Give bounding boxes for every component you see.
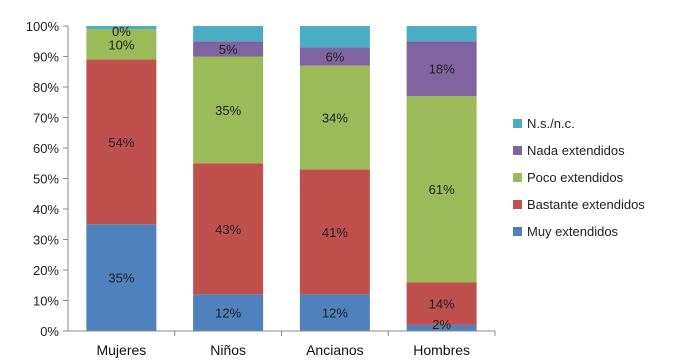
bar-segment-hombres-4 <box>406 26 477 42</box>
bar-segment-mujeres-2 <box>86 29 157 60</box>
bar-segment-hombres-0 <box>406 324 477 331</box>
bar-segment-hombres-3 <box>406 41 477 97</box>
x-category-label: Ancianos <box>306 342 364 358</box>
x-category-label: Mujeres <box>96 342 146 358</box>
legend-label: Bastante extendidos <box>527 197 645 212</box>
data-label: 35% <box>108 271 134 286</box>
bar-segment-ancianos-4 <box>299 26 370 48</box>
data-label: 12% <box>322 306 348 321</box>
data-label: 54% <box>108 135 134 150</box>
y-tick-label: 50% <box>33 172 59 187</box>
data-labels: 35% 54% 10%0% 12% 43% 35% 5% 12% 41% 34% 6% 2% 14% 61… <box>108 24 455 332</box>
data-label: 34% <box>322 111 348 126</box>
y-tick-label: 80% <box>33 80 59 95</box>
legend-label: Nada extendidos <box>527 143 625 158</box>
data-label: 43% <box>215 222 241 237</box>
y-tick-label: 40% <box>33 202 59 217</box>
bar-segment-mujeres-0 <box>86 224 157 331</box>
data-label: 61% <box>429 182 455 197</box>
data-label: 0% <box>112 24 131 39</box>
legend-swatch <box>513 119 522 128</box>
bar-segment-nios-0 <box>193 294 264 331</box>
legend-swatch <box>513 227 522 236</box>
bar-segment-nios-1 <box>193 163 264 295</box>
bar-segment-hombres-1 <box>406 282 477 325</box>
legend: N.s./n.c. Nada extendidos Poco extendidos B… <box>513 116 645 239</box>
bar-segment-hombres-2 <box>406 96 477 283</box>
x-category-label: Niños <box>210 342 246 358</box>
legend-swatch <box>513 173 522 182</box>
y-tick-label: 60% <box>33 141 59 156</box>
data-label: 41% <box>322 225 348 240</box>
x-category-label: Hombres <box>413 342 470 358</box>
y-tick-label: 90% <box>33 50 59 65</box>
x-axis: Mujeres Niños Ancianos Hombres <box>68 330 496 358</box>
data-label: 5% <box>219 42 238 57</box>
data-label: 10% <box>108 37 134 52</box>
y-tick-label: 20% <box>33 263 59 278</box>
legend-swatch <box>513 200 522 209</box>
y-tick-label: 0% <box>40 324 59 339</box>
bars <box>86 26 477 331</box>
data-label: 14% <box>429 297 455 312</box>
y-tick-label: 30% <box>33 233 59 248</box>
data-label: 18% <box>429 62 455 77</box>
y-axis: 0% 10% 20% 30% 40% 50% 60% 70% 80% 90% 100% <box>26 19 69 339</box>
y-tick-label: 70% <box>33 111 59 126</box>
legend-label: Poco extendidos <box>527 170 624 185</box>
bar-segment-nios-2 <box>193 56 264 164</box>
y-tick-label: 100% <box>26 19 60 34</box>
legend-label: N.s./n.c. <box>527 116 575 131</box>
data-label: 12% <box>215 306 241 321</box>
bar-segment-ancianos-1 <box>299 169 370 295</box>
bar-segment-mujeres-4 <box>86 26 157 30</box>
legend-label: Muy extendidos <box>527 224 619 239</box>
bar-segment-mujeres-1 <box>86 59 157 225</box>
data-label: 6% <box>325 50 344 65</box>
bar-segment-ancianos-0 <box>299 294 370 331</box>
data-label: 2% <box>432 317 451 332</box>
y-tick-label: 10% <box>33 294 59 309</box>
data-label: 35% <box>215 103 241 118</box>
bar-segment-ancianos-3 <box>299 47 370 66</box>
legend-swatch <box>513 146 522 155</box>
bar-segment-ancianos-2 <box>299 65 370 170</box>
bar-segment-nios-3 <box>193 41 264 57</box>
bar-segment-nios-4 <box>193 26 264 42</box>
